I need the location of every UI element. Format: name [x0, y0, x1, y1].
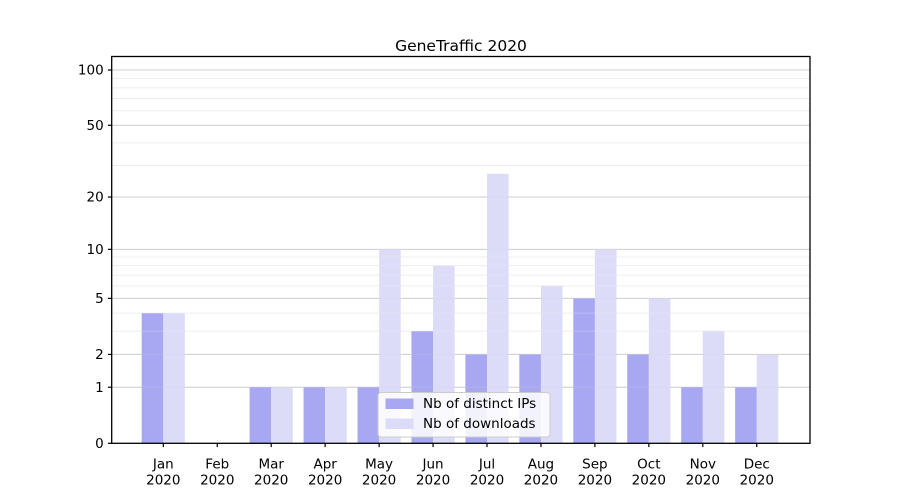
xtick-label-mar-2020: Mar 2020: [254, 456, 288, 488]
bar-nb-of-downloads-jan-2020: [163, 313, 185, 444]
ytick-label-5: 5: [95, 291, 104, 307]
bar-nb-of-distinct-ips-oct-2020: [627, 354, 649, 444]
ytick-label-50: 50: [87, 118, 104, 134]
bar-nb-of-downloads-oct-2020: [648, 298, 671, 444]
bar-nb-of-distinct-ips-mar-2020: [249, 387, 272, 444]
gridlines-under: [111, 69, 810, 388]
xtick-label-sep-2020: Sep 2020: [578, 456, 612, 488]
bar-nb-of-distinct-ips-dec-2020: [735, 387, 757, 444]
xtick-label-jul-2020: Jul 2020: [470, 456, 504, 488]
bar-nb-of-downloads-nov-2020: [702, 331, 725, 444]
xtick-label-jun-2020: Jun 2020: [416, 456, 450, 488]
bar-nb-of-distinct-ips-may-2020: [357, 387, 380, 444]
ytick-label-20: 20: [87, 190, 104, 206]
ytick-label-0: 0: [95, 436, 104, 452]
legend-swatch-distinct-ips: [385, 398, 414, 409]
bar-nb-of-downloads-dec-2020: [756, 354, 779, 444]
chart-title: GeneTraffic 2020: [395, 37, 527, 55]
xtick-label-may-2020: May 2020: [362, 456, 396, 488]
bar-nb-of-downloads-jul-2020: [487, 173, 509, 444]
legend-label-downloads: Nb of downloads: [423, 416, 536, 432]
bar-nb-of-distinct-ips-nov-2020: [681, 387, 703, 444]
ytick-label-10: 10: [87, 242, 104, 258]
bar-nb-of-distinct-ips-jan-2020: [141, 313, 164, 444]
legend: Nb of distinct IPs Nb of downloads: [377, 392, 551, 438]
x-axis-ticks: Jan 2020 Feb 2020 Mar 2020 Apr 2020 May 2020 Jun 20…: [146, 443, 774, 488]
legend-swatch-downloads: [385, 418, 414, 429]
gridlines-over: [111, 69, 810, 388]
bar-nb-of-downloads-apr-2020: [325, 387, 347, 444]
bar-nb-of-downloads-mar-2020: [271, 387, 293, 444]
legend-box: [377, 392, 551, 438]
y-axis-ticks: 0 1 2 5 10 20 50 100: [78, 63, 112, 452]
ytick-label-2: 2: [95, 347, 104, 363]
bar-nb-of-distinct-ips-apr-2020: [303, 387, 326, 444]
bar-nb-of-downloads-sep-2020: [594, 249, 617, 444]
xtick-label-aug-2020: Aug 2020: [524, 456, 558, 488]
xtick-label-nov-2020: Nov 2020: [686, 456, 720, 488]
xtick-label-dec-2020: Dec 2020: [740, 456, 774, 488]
xtick-label-apr-2020: Apr 2020: [308, 456, 342, 488]
xtick-label-jan-2020: Jan 2020: [146, 456, 180, 488]
ytick-label-1: 1: [95, 380, 104, 396]
legend-label-distinct-ips: Nb of distinct IPs: [423, 396, 536, 412]
xtick-label-feb-2020: Feb 2020: [200, 456, 234, 488]
bar-nb-of-distinct-ips-sep-2020: [573, 298, 595, 444]
ytick-label-100: 100: [78, 63, 104, 79]
plot-area: [111, 56, 810, 444]
xtick-label-oct-2020: Oct 2020: [632, 456, 666, 488]
